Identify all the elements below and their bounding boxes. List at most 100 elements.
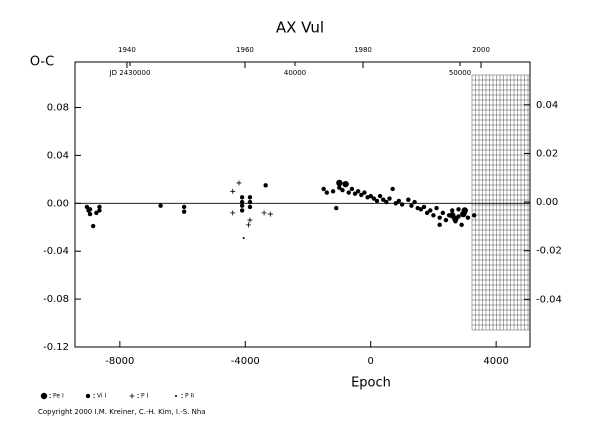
x-axis-label: Epoch: [351, 376, 391, 391]
y-tick-label: -0.04: [43, 246, 69, 257]
point: [239, 199, 245, 205]
point: [393, 201, 398, 206]
point: [247, 217, 253, 223]
point: [390, 186, 395, 192]
legend-colon: [93, 396, 95, 399]
point: [384, 199, 389, 205]
y2-tick-label: 0.04: [536, 100, 558, 111]
point: [239, 195, 245, 200]
point: [158, 203, 163, 208]
point: [462, 210, 467, 216]
point: [399, 202, 405, 207]
point: [352, 191, 358, 196]
year-tick-label: 1980: [354, 46, 372, 54]
point: [421, 204, 427, 210]
point: [431, 213, 436, 218]
point: [456, 207, 461, 212]
legend-label: Pe I: [53, 393, 64, 400]
point: [349, 186, 355, 192]
point: [247, 195, 253, 200]
legend-colon: [93, 393, 95, 396]
point: [239, 208, 245, 213]
point: [465, 215, 471, 220]
chart-title: AX Vul: [276, 19, 324, 37]
point: [362, 190, 367, 195]
legend-colon: [137, 393, 139, 396]
legend-marker: [129, 393, 135, 399]
point: [346, 190, 351, 195]
point: [406, 197, 411, 202]
point: [84, 204, 90, 210]
point: [415, 205, 420, 211]
point: [443, 217, 449, 223]
point: [94, 210, 99, 216]
point: [387, 196, 392, 201]
point: [90, 223, 96, 229]
legend-label: P II: [185, 393, 194, 400]
point: [242, 237, 245, 240]
point: [428, 208, 433, 213]
jd-tick-label: 50000: [449, 69, 471, 77]
point: [409, 203, 414, 208]
point: [230, 210, 236, 216]
point: [324, 190, 330, 195]
point: [239, 203, 245, 208]
year-tick-label: 1940: [118, 46, 136, 54]
point: [342, 180, 349, 188]
legend-colon: [181, 396, 183, 399]
y-tick-label: 0.08: [47, 103, 69, 114]
copyright: Copyright 2000 I.M. Kreiner, C.-H. Kim, …: [38, 408, 206, 416]
point: [263, 183, 268, 188]
point: [381, 197, 386, 202]
y-tick-label: -0.08: [43, 294, 69, 305]
y-tick-label: -0.12: [43, 342, 69, 353]
point: [368, 193, 373, 199]
point: [334, 205, 339, 211]
point: [321, 186, 326, 192]
point: [434, 205, 439, 211]
y2-tick-label: 0.02: [536, 148, 558, 159]
point: [459, 222, 464, 228]
point: [97, 208, 102, 213]
point: [267, 211, 273, 217]
point: [247, 204, 253, 210]
jd-tick-label: 40000: [284, 69, 306, 77]
point: [245, 222, 251, 228]
point: [471, 213, 477, 218]
point: [450, 208, 455, 213]
point: [424, 210, 430, 216]
legend-marker: [40, 392, 48, 400]
point: [181, 209, 187, 214]
legend-colon: [137, 396, 139, 399]
point: [355, 189, 361, 194]
x-tick-label: -8000: [105, 356, 134, 367]
point: [97, 204, 102, 210]
x-tick-label: 4000: [483, 356, 508, 367]
legend-label: P I: [141, 393, 149, 400]
point: [374, 198, 380, 204]
point: [437, 222, 442, 228]
point: [440, 210, 446, 216]
y2-tick-label: -0.04: [536, 294, 562, 305]
point: [236, 180, 242, 186]
point: [247, 199, 253, 205]
point: [336, 179, 343, 187]
point: [330, 189, 336, 194]
y-tick-label: 0.04: [47, 150, 69, 161]
y2-tick-label: 0.00: [536, 197, 558, 208]
point: [181, 204, 187, 210]
x-tick-label: 0: [368, 356, 374, 367]
point: [87, 211, 93, 217]
jd-tick-label: JD 2430000: [109, 69, 151, 77]
plot-frame: [74, 61, 531, 348]
legend-colon: [49, 393, 51, 396]
point: [446, 213, 452, 218]
point: [412, 199, 417, 205]
point: [371, 196, 377, 201]
point: [377, 193, 383, 199]
point: [340, 187, 345, 193]
legend-colon: [181, 393, 183, 396]
point: [337, 185, 342, 190]
y2-tick-label: -0.02: [536, 246, 562, 257]
